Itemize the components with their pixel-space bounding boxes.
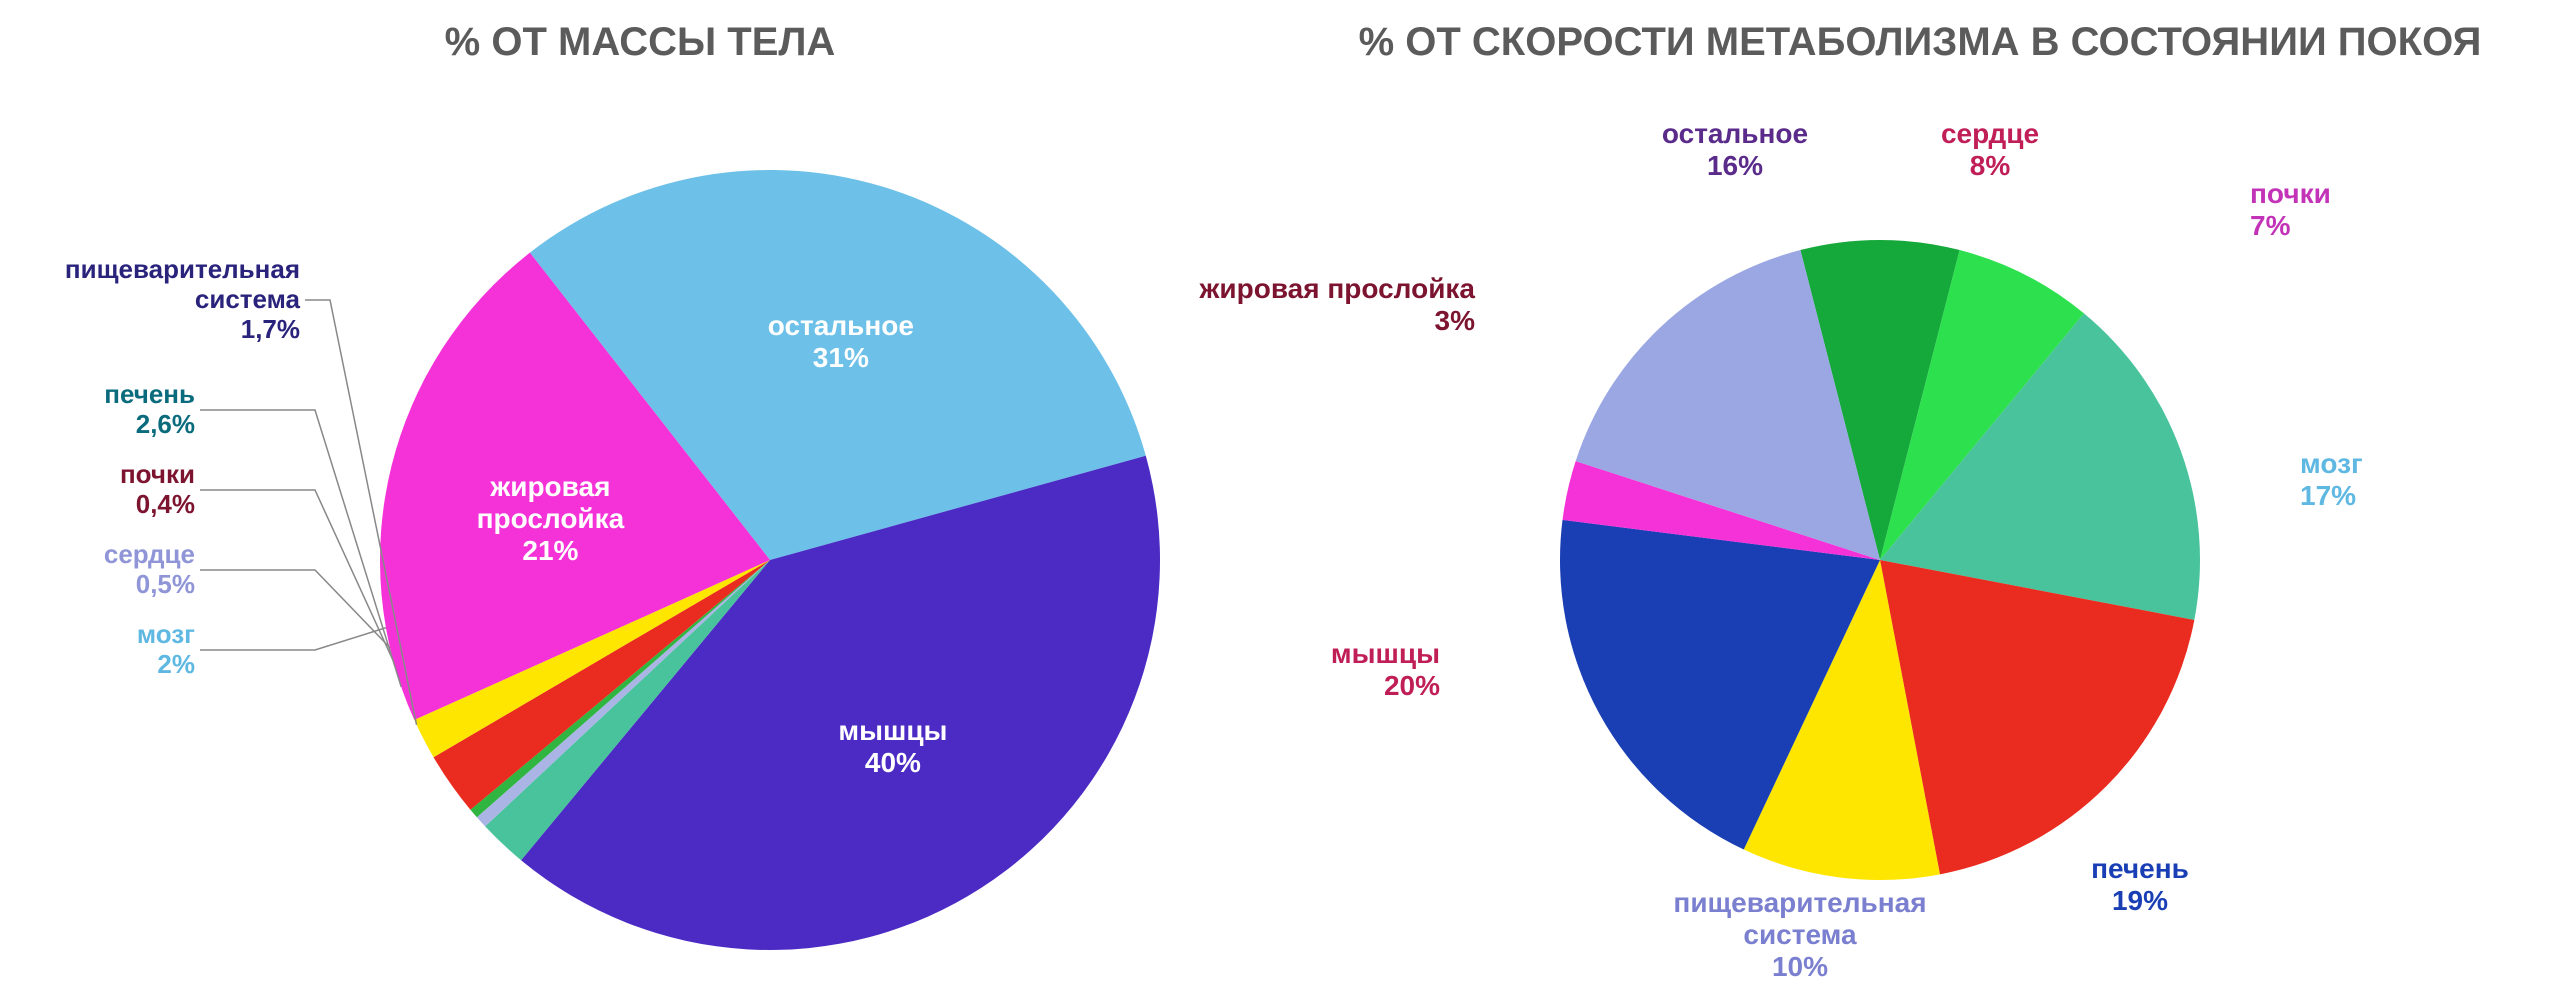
ext-value: 17% (2300, 480, 2560, 512)
ext-value: 16% (1555, 150, 1915, 182)
ext-label-печень: печень19% (1960, 853, 2320, 917)
ext-value: 20% (1080, 670, 1440, 702)
ext-value: 10% (1620, 951, 1980, 983)
ext-label-мозг: мозг17% (2300, 448, 2560, 512)
ext-name: мозг (2300, 448, 2560, 480)
ext-value: 19% (1960, 885, 2320, 917)
panel-metabolism: % ОТ СКОРОСТИ МЕТАБОЛИЗМА В СОСТОЯНИИ ПО… (1280, 0, 2560, 1004)
ext-name: жировая прослойка (1115, 273, 1475, 305)
ext-value: 3% (1115, 305, 1475, 337)
ext-label-мышцы: мышцы20% (1080, 638, 1440, 702)
ext-label-почки: почки7% (2250, 178, 2560, 242)
ext-name: пищеварительная (1620, 887, 1980, 919)
chart-container: % ОТ МАССЫ ТЕЛА остальное31%мышцы40%жиро… (0, 0, 2560, 1004)
ext-name: почки (2250, 178, 2560, 210)
ext-label-остальное: остальное16% (1555, 118, 1915, 182)
ext-name: мышцы (1080, 638, 1440, 670)
ext-value: 7% (2250, 210, 2560, 242)
ext-label-жировая-прослойка: жировая прослойка3% (1115, 273, 1475, 337)
ext-name: система (1620, 919, 1980, 951)
ext-name: печень (1960, 853, 2320, 885)
ext-name: остальное (1555, 118, 1915, 150)
ext-label-пищеварительная-система: пищеварительнаясистема10% (1620, 887, 1980, 984)
